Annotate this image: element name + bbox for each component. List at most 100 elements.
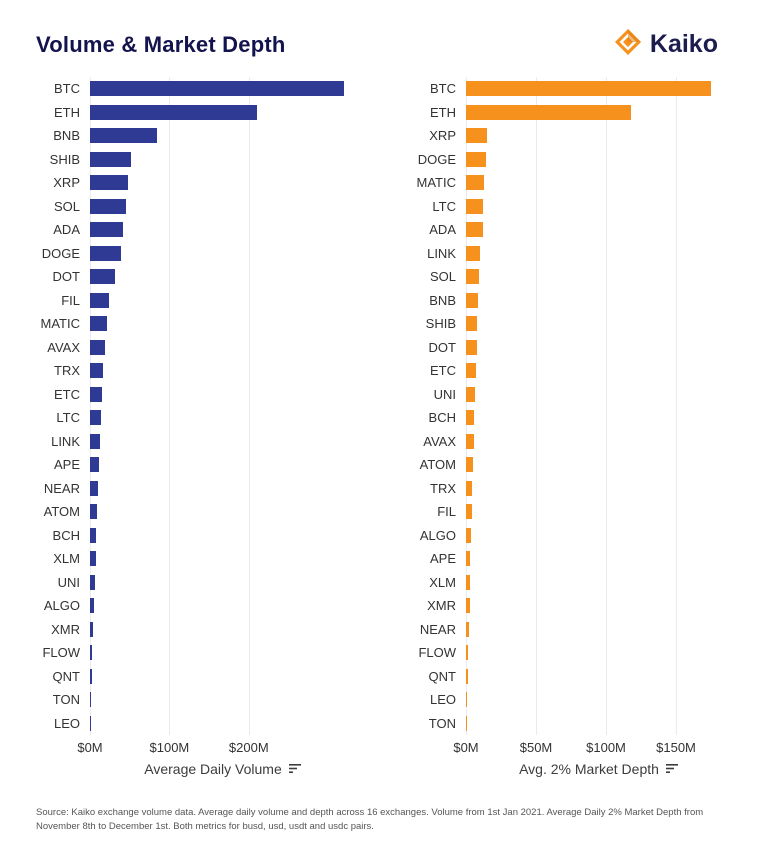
bar-row: [466, 406, 732, 430]
kaiko-gem-icon: [614, 28, 642, 61]
bar-row: [90, 124, 356, 148]
bar[interactable]: [90, 457, 99, 473]
bar[interactable]: [90, 175, 129, 191]
bar-row: [466, 641, 732, 665]
bar[interactable]: [466, 198, 484, 214]
category-label: ADA: [429, 222, 456, 237]
bar[interactable]: [90, 269, 115, 285]
bar[interactable]: [90, 222, 123, 238]
bar[interactable]: [90, 433, 100, 449]
bar-row: [90, 524, 356, 548]
bar[interactable]: [90, 645, 93, 661]
bar[interactable]: [90, 198, 126, 214]
category-label: BCH: [428, 410, 456, 425]
bar-row: [466, 524, 732, 548]
bar[interactable]: [90, 128, 158, 144]
bar-row: [90, 430, 356, 454]
bar-row: [90, 477, 356, 501]
bar-row: [466, 430, 732, 454]
page-title: Volume & Market Depth: [36, 31, 286, 57]
bar[interactable]: [90, 245, 121, 261]
bar[interactable]: [466, 574, 471, 590]
bar-row: [466, 712, 732, 736]
volume-chart-body: BTC ETH BNB SHIB XRP SOL ADA DOGE DOT FIL MATIC AVA…: [14, 77, 356, 735]
volume-plot-area: [90, 77, 356, 735]
gridline: [169, 77, 171, 735]
bar[interactable]: [90, 316, 107, 332]
bar[interactable]: [90, 151, 132, 167]
x-tick-label: $0M: [77, 740, 103, 755]
bar-row: [466, 571, 732, 595]
category-label: AVAX: [47, 339, 80, 355]
category-label: LINK: [51, 433, 80, 449]
bar-row: [90, 218, 356, 242]
bar[interactable]: [466, 433, 474, 449]
bar[interactable]: [466, 151, 486, 167]
bar[interactable]: [466, 128, 487, 144]
category-label: AVAX: [423, 433, 456, 449]
bar-row: [466, 289, 732, 313]
bar-row: [466, 383, 732, 407]
bar[interactable]: [90, 551, 96, 567]
volume-axis-title-text: Average Daily Volume: [144, 761, 282, 777]
bar-row: [90, 383, 356, 407]
bar[interactable]: [90, 410, 102, 426]
bar[interactable]: [90, 292, 110, 308]
bar[interactable]: [466, 292, 478, 308]
bar[interactable]: [90, 104, 257, 120]
depth-chart: BTC ETH XRP DOGE MATIC LTC ADA LINK SOL BNB SHIB DO…: [390, 77, 732, 777]
bar[interactable]: [466, 621, 470, 637]
bar[interactable]: [466, 175, 485, 191]
bar-row: [466, 101, 732, 125]
x-tick-label: $200M: [228, 740, 269, 755]
bar[interactable]: [90, 504, 98, 520]
bar[interactable]: [90, 668, 92, 684]
category-label: ATOM: [419, 457, 456, 472]
bar[interactable]: [466, 527, 471, 543]
bar[interactable]: [466, 668, 468, 684]
depth-axis-title-text: Avg. 2% Market Depth: [519, 761, 659, 777]
category-label: NEAR: [43, 480, 80, 496]
volume-tick-labels: $0M $100M $200M: [77, 738, 356, 757]
bar[interactable]: [466, 81, 711, 97]
sort-icon[interactable]: [665, 761, 679, 777]
bar[interactable]: [466, 386, 476, 402]
bar-row: [90, 688, 356, 712]
bar[interactable]: [90, 598, 94, 614]
bar[interactable]: [466, 480, 473, 496]
bar[interactable]: [466, 504, 472, 520]
bar[interactable]: [466, 363, 476, 379]
bar[interactable]: [466, 104, 632, 120]
bar[interactable]: [466, 457, 473, 473]
bar[interactable]: [90, 480, 98, 496]
bar[interactable]: [466, 316, 478, 332]
bar[interactable]: [90, 715, 91, 731]
bar[interactable]: [466, 715, 467, 731]
bar[interactable]: [466, 551, 471, 567]
bar[interactable]: [466, 410, 475, 426]
bar[interactable]: [466, 245, 480, 261]
category-label: ETC: [430, 363, 456, 378]
bar[interactable]: [90, 527, 97, 543]
bar[interactable]: [90, 386, 102, 402]
category-label: BTC: [54, 81, 80, 96]
sort-icon[interactable]: [288, 761, 302, 777]
category-label: XLM: [429, 574, 456, 590]
bar[interactable]: [466, 339, 477, 355]
bar[interactable]: [90, 339, 106, 355]
bar[interactable]: [466, 269, 479, 285]
x-tick-label: $0M: [453, 740, 479, 755]
category-label: TRX: [430, 480, 456, 496]
bar[interactable]: [466, 645, 469, 661]
bar[interactable]: [90, 574, 95, 590]
bar[interactable]: [466, 222, 483, 238]
bar-row: [90, 242, 356, 266]
bar-row: [90, 618, 356, 642]
bar[interactable]: [466, 598, 471, 614]
bar[interactable]: [90, 621, 94, 637]
bar[interactable]: [90, 363, 104, 379]
bar[interactable]: [466, 692, 468, 708]
bar[interactable]: [90, 81, 345, 97]
bar[interactable]: [90, 692, 91, 708]
bar-row: [466, 312, 732, 336]
